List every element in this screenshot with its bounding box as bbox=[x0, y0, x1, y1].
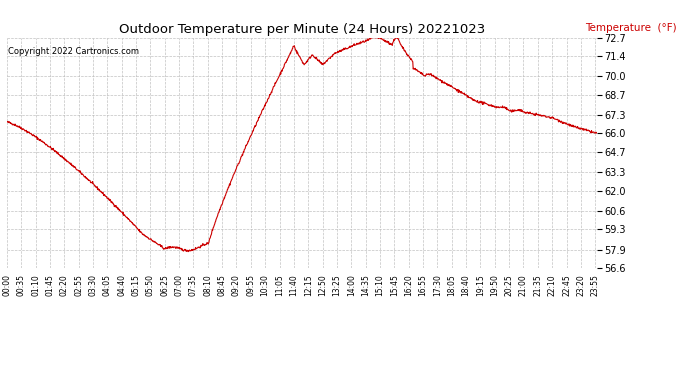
Text: Temperature  (°F): Temperature (°F) bbox=[585, 22, 676, 33]
Title: Outdoor Temperature per Minute (24 Hours) 20221023: Outdoor Temperature per Minute (24 Hours… bbox=[119, 23, 485, 36]
Text: Copyright 2022 Cartronics.com: Copyright 2022 Cartronics.com bbox=[8, 47, 139, 56]
